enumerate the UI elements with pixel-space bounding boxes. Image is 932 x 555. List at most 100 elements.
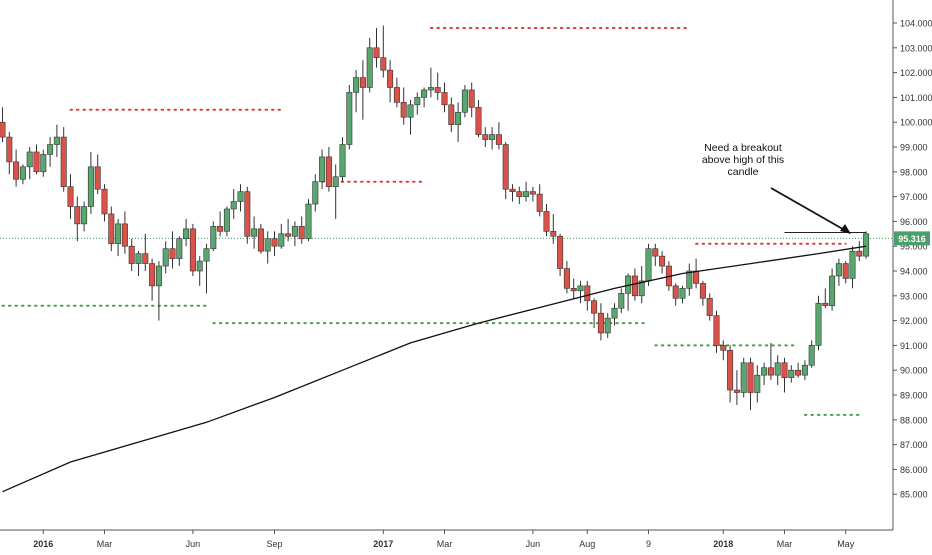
candle — [380, 25, 387, 78]
candle-body — [257, 228, 264, 252]
candle-body — [543, 211, 550, 232]
candle-body — [516, 191, 523, 197]
candle — [230, 189, 237, 219]
candle-body — [448, 104, 455, 125]
candle — [285, 218, 292, 242]
candle-body — [495, 134, 502, 145]
candle-body — [373, 47, 380, 59]
candle-body — [482, 134, 489, 140]
y-tick-label: 93.000 — [900, 291, 928, 301]
candle — [455, 102, 462, 143]
candle — [781, 357, 788, 393]
x-tick-label: 9 — [646, 539, 651, 549]
candle — [305, 199, 312, 242]
candle — [509, 184, 516, 202]
candle — [591, 298, 598, 329]
candle-body — [94, 166, 101, 190]
candle — [223, 206, 230, 237]
candle — [849, 246, 856, 289]
candle-body — [652, 248, 659, 257]
candle-body — [67, 186, 74, 207]
candle — [176, 236, 183, 267]
candle — [74, 196, 81, 242]
candle — [645, 243, 652, 286]
candle — [400, 87, 407, 125]
candle — [767, 342, 774, 381]
y-tick-label: 102.000 — [900, 68, 932, 78]
candle — [162, 241, 169, 274]
candle-body — [706, 297, 713, 316]
candle — [856, 241, 863, 262]
candle — [319, 149, 326, 190]
candle-body — [393, 87, 400, 103]
candle-body — [217, 226, 224, 232]
candle — [26, 147, 33, 180]
candle-body — [502, 144, 509, 190]
candle-body — [672, 285, 679, 299]
candle-body — [346, 92, 353, 145]
candle-body — [740, 362, 747, 393]
candle-body — [455, 111, 462, 125]
candle-body — [856, 250, 863, 257]
candle-body — [815, 302, 822, 346]
candle — [40, 149, 47, 177]
candle — [611, 303, 618, 326]
candle-body — [618, 293, 625, 309]
candle — [475, 99, 482, 138]
candle-body — [19, 166, 26, 180]
candle — [625, 273, 632, 311]
candle — [448, 97, 455, 133]
y-tick-label: 91.000 — [900, 341, 928, 351]
candle — [346, 85, 353, 150]
candle — [529, 186, 536, 202]
candle-body — [339, 144, 346, 178]
candle-body — [176, 238, 183, 259]
candle-body — [223, 208, 230, 232]
annotation-arrow — [770, 187, 849, 233]
candle-body — [747, 362, 754, 393]
candle — [482, 127, 489, 147]
candle-body — [699, 283, 706, 299]
candle-body — [400, 102, 407, 118]
candle-body — [604, 317, 611, 334]
candle — [298, 216, 305, 244]
candle — [788, 365, 795, 383]
candle-body — [822, 302, 829, 307]
candle — [47, 137, 54, 167]
current-price-tag-bg — [894, 231, 930, 246]
annotation-arrowhead — [840, 224, 851, 234]
candle — [427, 67, 434, 98]
candle-body — [863, 233, 870, 257]
candle-body — [591, 300, 598, 314]
candle — [251, 216, 258, 249]
candle-body — [468, 89, 475, 108]
candle-body — [380, 57, 387, 71]
candle-body — [60, 136, 67, 187]
candle-body — [645, 248, 652, 282]
candle-body — [359, 77, 366, 88]
candle-body — [332, 176, 339, 187]
x-tick-label: Mar — [437, 539, 453, 549]
candle-body — [584, 285, 591, 302]
candle — [652, 243, 659, 267]
candle — [237, 184, 244, 212]
candle — [733, 370, 740, 405]
candle — [489, 127, 496, 150]
candle — [67, 174, 74, 219]
candle — [502, 142, 509, 200]
y-tick-label: 90.000 — [900, 366, 928, 376]
candle — [94, 154, 101, 195]
candle — [387, 60, 394, 103]
candle — [183, 218, 190, 247]
candle — [87, 151, 94, 214]
candle-body — [597, 312, 604, 334]
x-axis-labels: 2016 Mar Jun Sep 2017 Mar Jun Aug 9 2018 Mar May — [33, 530, 855, 549]
candle — [557, 233, 564, 276]
candle — [19, 164, 26, 185]
candle-body — [298, 226, 305, 240]
candle — [815, 295, 822, 351]
y-tick-label: 103.000 — [900, 43, 932, 53]
candle-body — [713, 315, 720, 346]
candle-body — [135, 253, 142, 264]
